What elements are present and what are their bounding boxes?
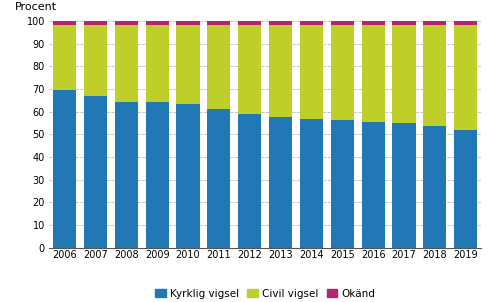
Bar [423,127,446,248]
Bar [176,21,199,24]
Bar [84,24,107,96]
Bar [361,122,385,248]
Bar [53,24,76,90]
Bar [176,24,199,104]
Bar [392,24,415,123]
Bar [53,90,76,248]
Bar [207,21,230,24]
Bar [238,114,261,248]
Bar [361,21,385,24]
Bar [269,117,292,248]
Bar [84,96,107,248]
Bar [238,24,261,114]
Bar [115,24,138,101]
Bar [300,118,323,248]
Bar [331,24,354,120]
Bar [300,21,323,24]
Bar [454,21,477,24]
Bar [145,24,169,101]
Bar [269,21,292,24]
Bar [53,21,76,24]
Bar [207,109,230,248]
Bar [423,24,446,127]
Bar [145,101,169,248]
Bar [300,24,323,118]
Bar [392,21,415,24]
Bar [454,130,477,248]
Bar [207,24,230,109]
Bar [331,120,354,248]
Bar [176,104,199,248]
Text: Procent: Procent [15,2,56,12]
Legend: Kyrklig vigsel, Civil vigsel, Okänd: Kyrklig vigsel, Civil vigsel, Okänd [151,284,379,302]
Bar [423,21,446,24]
Bar [331,21,354,24]
Bar [84,21,107,24]
Bar [145,21,169,24]
Bar [115,101,138,248]
Bar [238,21,261,24]
Bar [269,24,292,117]
Bar [454,24,477,130]
Bar [392,123,415,248]
Bar [115,21,138,24]
Bar [361,24,385,122]
